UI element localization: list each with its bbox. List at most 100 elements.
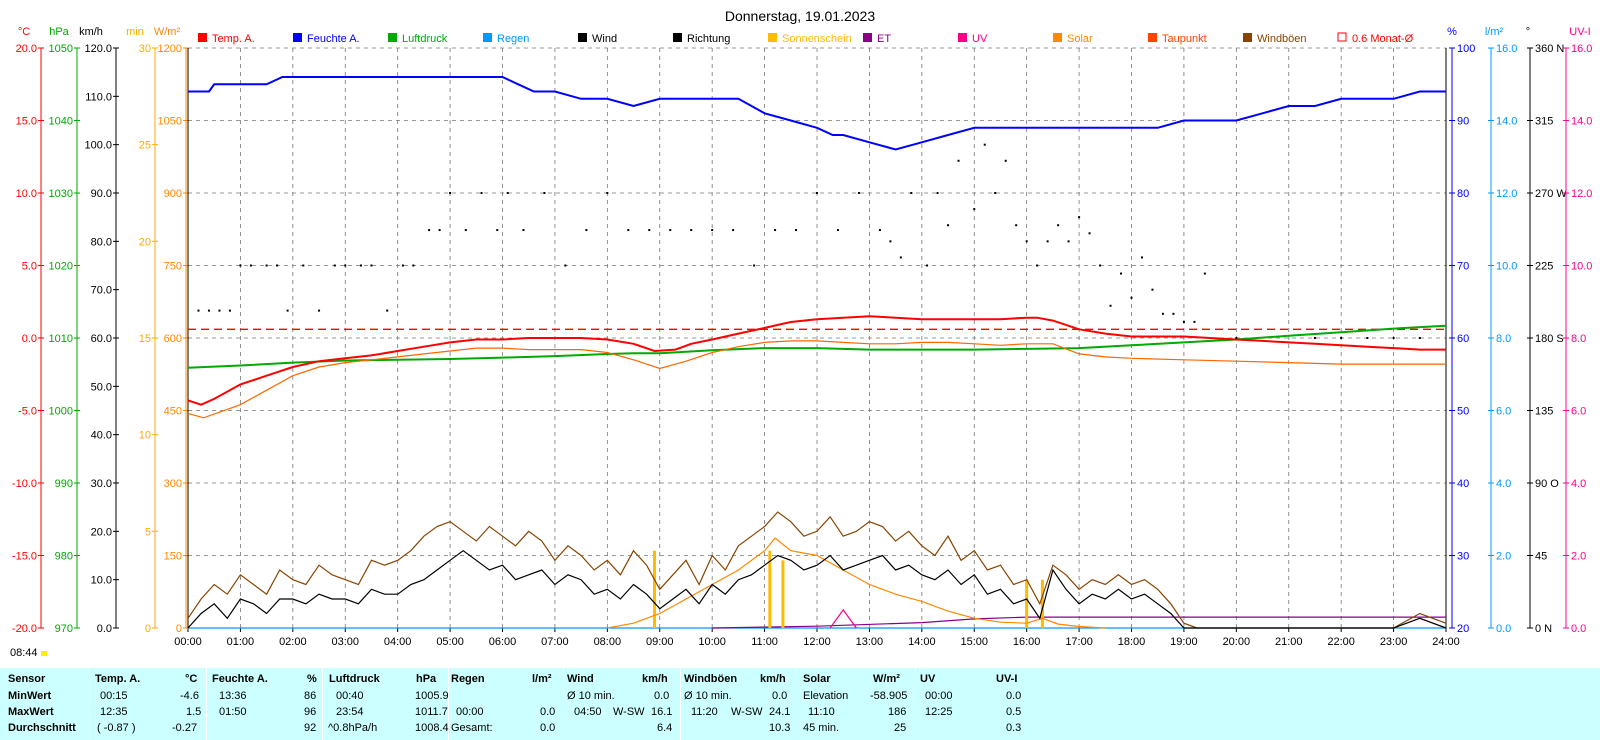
right-axis-tick-label: 14.0 [1496, 116, 1517, 128]
legend-item-label: Richtung [687, 33, 730, 45]
left-axis-tick-label: 0 [176, 623, 182, 635]
left-axis-tick-label: 70.0 [91, 285, 112, 297]
series-point-richtung [1140, 256, 1143, 259]
x-tick-label: 04:00 [384, 636, 412, 646]
left-axis-tick-label: 450 [164, 406, 182, 418]
stats-min-temp: -4.6 [180, 690, 199, 702]
series-point-richtung [1025, 240, 1028, 243]
series-point-richtung [333, 264, 336, 267]
right-axis-tick-label: 0.0 [1571, 623, 1586, 635]
left-axis-tick-label: 5 [145, 526, 151, 538]
x-tick-label: 09:00 [646, 636, 674, 646]
x-tick-label: 23:00 [1380, 636, 1408, 646]
stats-max-uv: 0.5 [1006, 706, 1022, 718]
stats-max-press-time: 23:54 [336, 706, 364, 718]
x-tick-label: 05:00 [436, 636, 464, 646]
left-axis-tick-label: 0 [145, 623, 151, 635]
series-point-richtung [480, 192, 483, 194]
series-point-richtung [344, 264, 347, 267]
legend-item-label: Temp. A. [212, 33, 255, 45]
legend-swatch [958, 33, 967, 42]
series-point-richtung [899, 256, 902, 259]
stats-max-wind-time: 04:50 [574, 706, 602, 718]
series-point-richtung [606, 192, 609, 194]
left-axis-tick-label: 80.0 [91, 236, 112, 248]
series-point-richtung [889, 240, 892, 243]
series-point-richtung [207, 309, 210, 312]
series-point-richtung [1109, 304, 1112, 307]
series-point-richtung [1182, 320, 1185, 323]
left-axis-tick-label: 150 [164, 551, 182, 563]
series-line-uv [829, 608, 857, 629]
right-axis-unit: % [1447, 26, 1457, 38]
chart-plot-area [187, 76, 1447, 629]
right-axis-tick-label: 100 [1457, 43, 1475, 55]
right-axis-tick-label: 0 N [1535, 623, 1552, 635]
x-tick-label: 13:00 [856, 636, 884, 646]
left-axis-tick-label: 15 [139, 333, 151, 345]
stats-max-temp-time: 12:35 [100, 706, 128, 718]
right-axis-tick-label: 16.0 [1496, 43, 1517, 55]
stats-header-solar-unit: W/m² [873, 673, 900, 685]
stats-min-wind-label: Ø 10 min. [567, 690, 615, 702]
chart-grid [187, 47, 1447, 629]
legend-item-label: ET [877, 33, 891, 45]
stats-min-press: 1005.9 [415, 690, 449, 702]
x-tick-label: 06:00 [489, 636, 517, 646]
series-point-richtung [1203, 272, 1206, 275]
series-point-richtung [1004, 159, 1007, 162]
stats-avg-gust: 10.3 [769, 722, 791, 734]
legend-item-label: 0.6 Monat-Ø [1352, 33, 1414, 45]
series-point-richtung [1151, 288, 1154, 291]
right-axis-tick-label: 4.0 [1571, 478, 1586, 490]
stats-avg-press: 1008.4 [415, 722, 449, 734]
right-axis-tick-label: 315 [1535, 116, 1553, 128]
stats-header-uv: UV [920, 673, 936, 685]
series-point-richtung [522, 229, 525, 232]
right-axis-tick-label: 90 [1457, 116, 1469, 128]
right-axis-tick-label: 180 S [1535, 333, 1564, 345]
series-point-richtung [1193, 320, 1196, 323]
series-point-richtung [218, 309, 221, 312]
series-bar-sonnenschein [1040, 579, 1044, 628]
stats-avg-uv: 0.3 [1006, 722, 1022, 734]
right-axis-tick-label: 135 [1535, 406, 1553, 418]
left-axis-tick-label: 60.0 [91, 333, 112, 345]
legend-swatch [483, 33, 492, 42]
series-line-temp-a [187, 315, 1446, 406]
stats-header-rain-unit: l/m² [532, 673, 552, 685]
series-point-richtung [1088, 232, 1091, 235]
left-axis-tick-label: 1040 [49, 116, 73, 128]
stats-header-temp: Temp. A. [95, 673, 141, 685]
left-axis-unit: °C [18, 26, 30, 38]
stats-min-gust: 0.0 [772, 690, 788, 702]
series-point-richtung [1067, 240, 1070, 243]
left-axis-tick-label: 900 [164, 188, 182, 200]
right-axis-unit: l/m² [1485, 26, 1504, 38]
right-axis-tick-label: 40 [1457, 478, 1469, 490]
series-point-richtung [857, 192, 860, 194]
series-point-richtung [973, 208, 976, 211]
left-axis-tick-label: 110.0 [85, 91, 112, 103]
stats-max-solar: 186 [888, 706, 907, 718]
stats-min-wind: 0.0 [654, 690, 670, 702]
right-axis-tick-label: 30 [1457, 551, 1469, 563]
stats-max-gust: 24.1 [769, 706, 791, 718]
series-point-richtung [774, 229, 777, 232]
right-axis-tick-label: 80 [1457, 188, 1469, 200]
x-tick-label: 00:00 [174, 636, 202, 646]
left-axis-tick-label: 10.0 [16, 188, 37, 200]
series-point-richtung [732, 229, 735, 232]
right-axis-tick-label: 12.0 [1496, 188, 1517, 200]
chart-axes: 00:00 01:00 02:00 03:00 04:00 05:00 06:00 07:00… [12, 26, 1593, 646]
stats-row-label-max: MaxWert [8, 706, 54, 718]
series-line-windb-en [187, 511, 1447, 629]
stats-avg-temp: -0.27 [172, 722, 198, 734]
series-point-richtung [983, 143, 986, 146]
series-point-richtung [228, 309, 231, 312]
stats-header-temp-unit: °C [185, 673, 198, 685]
left-axis-tick-label: 750 [164, 261, 182, 273]
right-axis-unit: UV-I [1569, 26, 1590, 38]
series-point-richtung [1130, 296, 1133, 299]
right-axis-tick-label: 6.0 [1571, 406, 1586, 418]
